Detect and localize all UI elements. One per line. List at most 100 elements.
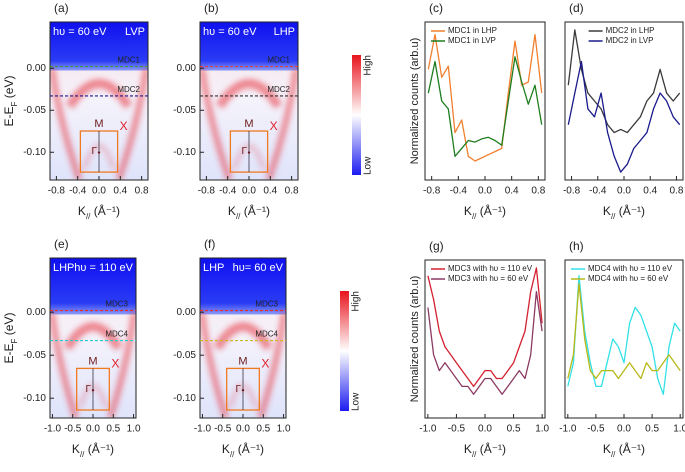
bands [200, 68, 298, 180]
panel-label: (d) [569, 1, 584, 15]
band [115, 68, 148, 180]
x-tick-label: -0.8 [48, 186, 66, 197]
y-tick-label: 0.00 [27, 307, 47, 318]
y-axis-label: Normalized counts (arb.u) [409, 276, 421, 403]
series-line [427, 267, 543, 388]
y-tick-label: -0.05 [173, 350, 196, 361]
spectrum-empty [50, 22, 148, 71]
x-tick-label: 0.0 [86, 424, 100, 435]
band [200, 68, 233, 180]
band [215, 79, 283, 109]
y-tick-label: -0.05 [173, 105, 196, 116]
y-label-unit: (eV) [2, 76, 16, 102]
photon-energy: hυ = 60 eV [203, 26, 257, 38]
x-tick-label: -0.5 [587, 424, 605, 435]
cut-label: MDC3 [105, 300, 128, 309]
spectrum-empty [200, 258, 286, 315]
x-label-unit: (Å⁻¹) [90, 203, 120, 218]
x-label-unit: (Å⁻¹) [234, 441, 264, 456]
x-tick-label: -1.0 [44, 424, 62, 435]
x-tick-label: -0.8 [563, 186, 581, 197]
x-tick-label: -0.4 [450, 186, 468, 197]
polarization: LHP [53, 262, 74, 274]
series-line [567, 283, 681, 380]
x-label-unit: (Å⁻¹) [615, 441, 645, 456]
x-tick-label: -0.4 [589, 186, 607, 197]
legend-label: MDC4 with hυ = 110 eV [588, 264, 673, 273]
x-label-unit: (Å⁻¹) [476, 441, 506, 456]
x-tick-label: -0.5 [448, 424, 466, 435]
symbol-gamma: Γ [91, 146, 97, 157]
gamma-dot [247, 151, 251, 154]
x-label-main: K [222, 442, 230, 456]
x-tick-label: 0.8 [135, 186, 149, 197]
spectrum-image [200, 22, 298, 180]
legend-label: MDC4 with hυ = 60 eV [588, 274, 669, 283]
y-tick-label: 0.00 [177, 307, 197, 318]
x-tick-label: 0.4 [643, 186, 657, 197]
x-label-sub: // [611, 450, 616, 459]
colorbar [340, 291, 349, 411]
x-label-sub: // [472, 212, 477, 221]
frame [564, 259, 684, 419]
x-tick-label: -0.4 [69, 186, 87, 197]
x-tick-label: 0.0 [242, 186, 256, 197]
band [200, 312, 229, 418]
photon-energy: hυ = 60 eV [53, 26, 107, 38]
symbol-m: M [94, 118, 103, 130]
x-label-main: K [603, 442, 611, 456]
x-axis-label: K// (Å⁻¹) [228, 203, 270, 220]
colorbar-high: High [351, 291, 362, 312]
series-line [567, 60, 681, 173]
x-tick-label: 0.8 [531, 186, 545, 197]
x-label-unit: (Å⁻¹) [476, 203, 506, 218]
cut-label: MDC2 [117, 85, 140, 94]
x-tick-label: -0.8 [198, 186, 216, 197]
x-label-main: K [72, 442, 80, 456]
y-tick-label: -0.05 [23, 105, 46, 116]
x-tick-label: 1.0 [535, 424, 549, 435]
band [265, 68, 298, 180]
x-tick-label: -0.5 [64, 424, 82, 435]
x-tick-label: 0.0 [617, 424, 631, 435]
x-tick-label: 0.4 [505, 186, 519, 197]
legend-label: MDC2 in LHP [606, 26, 655, 35]
colorbar-low: Low [363, 156, 374, 175]
y-tick-label: -0.10 [23, 147, 46, 158]
y-label-sub: F [10, 101, 19, 106]
colorbar [352, 55, 361, 175]
band [50, 312, 79, 418]
x-label-sub: // [86, 212, 91, 221]
x-tick-label: 0.8 [669, 186, 683, 197]
band [257, 312, 286, 418]
x-axis-label: K// (Å⁻¹) [464, 203, 506, 220]
x-tick-label: 0.5 [256, 424, 270, 435]
legend-label: MDC1 in LVP [448, 36, 496, 45]
x-tick-label: -1.0 [194, 424, 212, 435]
x-tick-label: 0.4 [263, 186, 277, 197]
legend-label: MDC2 in LVP [606, 36, 654, 45]
spectrum-empty [200, 22, 298, 71]
cut-label: MDC4 [255, 330, 278, 339]
symbol-gamma: Γ [235, 384, 241, 395]
symbol-m: M [238, 355, 247, 367]
x-label-unit: (Å⁻¹) [240, 203, 270, 218]
x-tick-label: -1.0 [559, 424, 577, 435]
polarization: LVP [125, 26, 145, 38]
panel-label: (c) [429, 1, 443, 15]
y-axis-label: E-EF (eV) [2, 76, 18, 127]
symbol-x: X [120, 119, 128, 133]
x-tick-label: 0.0 [236, 424, 250, 435]
x-label-unit: (Å⁻¹) [84, 441, 114, 456]
x-tick-label: 0.8 [285, 186, 299, 197]
symbol-x: X [111, 357, 119, 371]
y-tick-label: -0.10 [173, 147, 196, 158]
x-label-sub: // [611, 212, 616, 221]
y-tick-label: -0.10 [23, 393, 46, 404]
